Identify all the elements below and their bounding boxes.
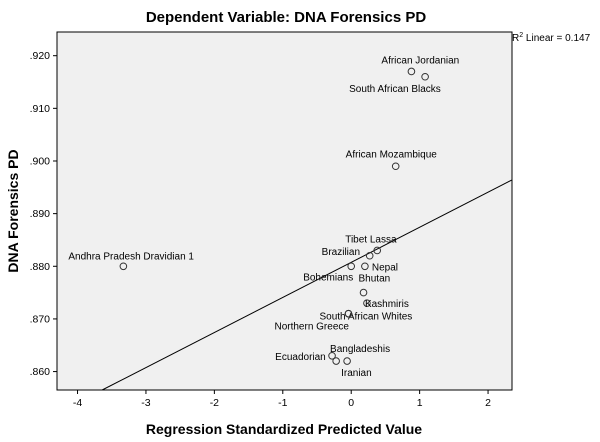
y-tick-label: .920 xyxy=(30,50,51,62)
point-label: African Jordanian xyxy=(381,55,459,66)
points-layer: African Jordanian South African Blacks Afr… xyxy=(68,55,459,379)
y-tick-label: .880 xyxy=(30,261,51,273)
data-point xyxy=(344,309,353,318)
data-point xyxy=(343,357,351,365)
x-tick-label: 1 xyxy=(417,397,423,409)
data-point xyxy=(363,299,371,307)
data-point xyxy=(373,246,382,255)
data-point xyxy=(359,288,368,297)
x-tick-label: -2 xyxy=(210,397,219,409)
data-point xyxy=(332,357,340,365)
x-tick-label: -4 xyxy=(73,397,82,409)
x-tick-label: 2 xyxy=(485,397,491,409)
data-point xyxy=(407,67,416,76)
fit-line-layer xyxy=(101,179,513,391)
plot-area xyxy=(56,31,513,391)
y-tick-label: .870 xyxy=(30,313,51,325)
y-tick-label: .860 xyxy=(30,366,51,378)
r2-annotation-layer: R2 Linear = 0.147 xyxy=(512,32,591,44)
point-label: Andhra Pradesh Dravidian 1 xyxy=(68,251,194,262)
data-point xyxy=(421,72,429,81)
y-tick-label: .900 xyxy=(30,155,51,167)
x-axis: -4 -3 -2 -1 0 1 2 xyxy=(73,390,491,409)
point-label: Bangladeshis xyxy=(330,344,390,355)
point-label: Iranian xyxy=(341,368,372,379)
point-label: African Mozambique xyxy=(346,149,438,160)
data-point xyxy=(365,251,374,260)
point-label: Kashmiris xyxy=(365,299,409,310)
point-label: Brazilian xyxy=(322,247,360,258)
r2-label: R2 Linear = 0.147 xyxy=(512,32,591,44)
x-tick-label: -1 xyxy=(278,397,287,409)
point-label: Nepal xyxy=(372,262,398,273)
point-label: Bhutan xyxy=(359,274,391,285)
fit-line xyxy=(101,179,513,391)
point-label: Ecuadorian xyxy=(275,352,326,363)
point-label: South African Whites xyxy=(319,312,412,323)
x-tick-label: 0 xyxy=(348,397,354,409)
y-tick-label: .890 xyxy=(30,208,51,220)
data-point xyxy=(347,262,356,271)
chart-title: Dependent Variable: DNA Forensics PD xyxy=(146,9,427,26)
x-tick-label: -3 xyxy=(141,397,150,409)
point-label: Tibet Lassa xyxy=(345,234,397,245)
point-label: South African Blacks xyxy=(349,84,441,95)
point-label: Bohemians xyxy=(303,272,353,283)
y-axis-title: DNA Forensics PD xyxy=(5,149,21,272)
data-point xyxy=(119,262,128,271)
y-tick-label: .910 xyxy=(30,103,51,115)
y-axis: .860 .870 .880 .890 .900 .910 .920 xyxy=(30,50,57,378)
point-label: Northern Greece xyxy=(274,322,349,333)
data-point xyxy=(328,351,336,360)
x-axis-title: Regression Standardized Predicted Value xyxy=(146,421,422,437)
data-point xyxy=(361,262,369,271)
data-point xyxy=(391,162,400,171)
